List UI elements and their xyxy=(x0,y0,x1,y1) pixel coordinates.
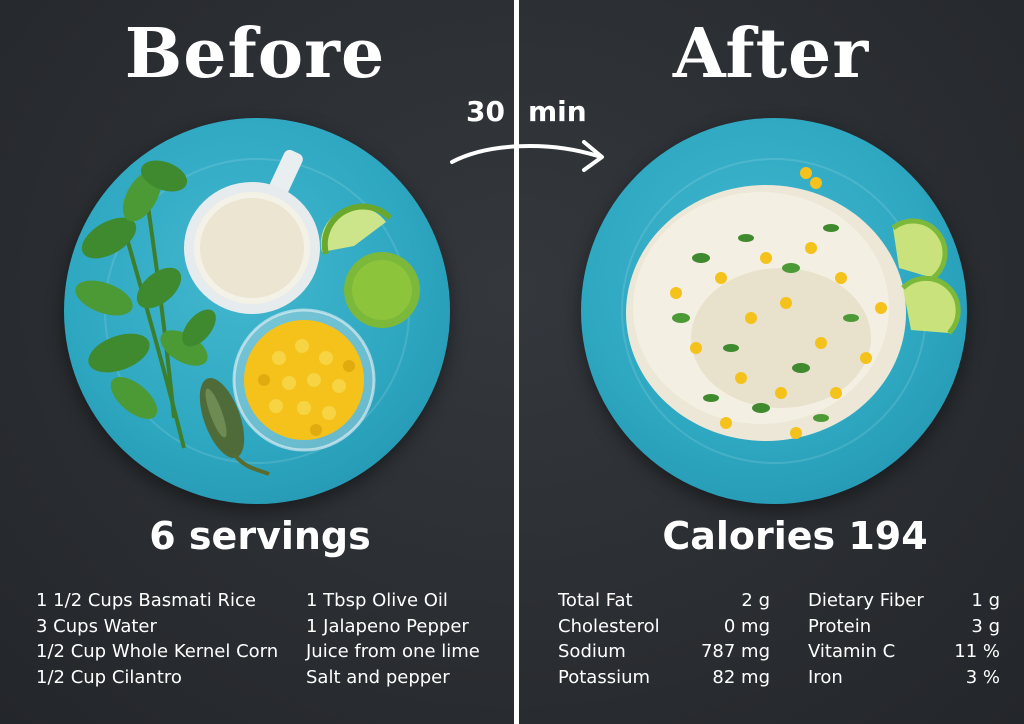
ingredient-item: 1/2 Cup Whole Kernel Corn xyxy=(36,641,279,662)
ingredients-list-1: 1 1/2 Cups Basmati Rice 3 Cups Water 1/2… xyxy=(36,588,278,690)
nutrient-value: 3 % xyxy=(965,666,1000,688)
nutrient-value: 2 g xyxy=(741,590,770,611)
servings-label: 6 servings xyxy=(149,514,371,558)
nutrition-names-1: Total Fat Cholesterol Sodium Potassium xyxy=(558,588,660,690)
nutrition-names-2: Dietary Fiber Protein Vitamin C Iron xyxy=(808,588,924,690)
nutrient-name: Total Fat xyxy=(558,590,633,611)
nutrient-name: Cholesterol xyxy=(558,615,660,637)
plate-before-icon xyxy=(64,118,450,504)
nutrient-name: Potassium xyxy=(558,666,651,688)
ingredient-item: Juice from one lime xyxy=(306,641,480,662)
nutrient-value: 11 % xyxy=(954,641,1000,662)
nutrition-values-1: 2 g 0 mg 787 mg 82 mg xyxy=(690,588,770,690)
ingredients-list-2: 1 Tbsp Olive Oil 1 Jalapeno Pepper Juice… xyxy=(306,588,480,690)
time-unit: min xyxy=(528,95,587,128)
rice-dish-icon xyxy=(626,167,906,441)
ingredient-item: 1 1/2 Cups Basmati Rice xyxy=(36,590,256,611)
nutrient-value: 3 g xyxy=(971,615,1000,637)
jalapeno-icon xyxy=(199,378,270,476)
time-number: 30 xyxy=(466,95,505,128)
nutrient-value: 82 mg xyxy=(712,666,770,688)
ingredient-item: 1/2 Cup Cilantro xyxy=(36,666,182,688)
lime-icon xyxy=(320,203,420,328)
nutrient-value: 0 mg xyxy=(723,615,770,637)
nutrient-name: Protein xyxy=(808,615,872,637)
nutrient-value: 1 g xyxy=(971,590,1000,611)
nutrient-value: 787 mg xyxy=(700,641,770,662)
nutrient-name: Iron xyxy=(808,666,843,688)
corn-bowl-icon xyxy=(232,308,376,452)
nutrition-values-2: 1 g 3 g 11 % 3 % xyxy=(935,588,1000,690)
calories-label: Calories 194 xyxy=(662,514,928,558)
rice-cup-icon xyxy=(184,149,320,314)
after-title: After xyxy=(672,14,870,94)
ingredient-item: Salt and pepper xyxy=(306,666,450,688)
ingredient-item: 1 Jalapeno Pepper xyxy=(306,615,469,637)
nutrient-name: Vitamin C xyxy=(808,641,896,662)
nutrient-name: Dietary Fiber xyxy=(808,590,924,611)
nutrient-name: Sodium xyxy=(558,641,626,662)
plate-after-icon xyxy=(581,118,967,504)
ingredient-item: 1 Tbsp Olive Oil xyxy=(306,590,448,611)
arrow-icon xyxy=(450,140,604,172)
before-title: Before xyxy=(124,14,386,94)
cilantro-icon xyxy=(75,160,216,449)
lime-wedge-icon xyxy=(891,218,961,335)
center-divider xyxy=(514,0,519,724)
ingredient-item: 3 Cups Water xyxy=(36,615,157,637)
